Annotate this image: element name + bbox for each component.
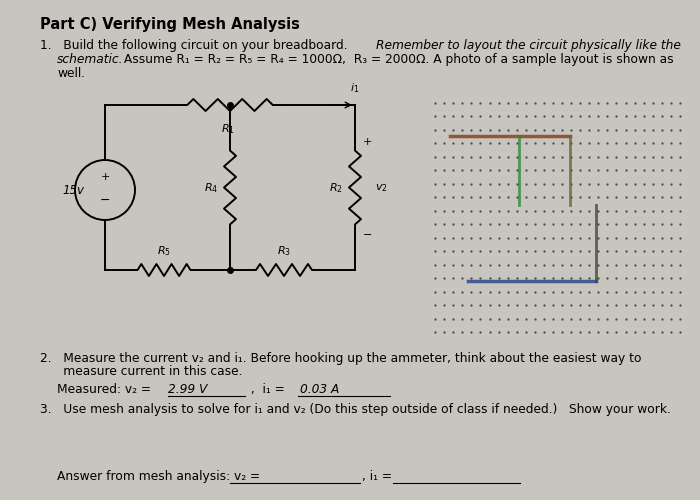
Text: ,  i₁ =: , i₁ =	[247, 383, 288, 396]
Text: $R_1$: $R_1$	[221, 122, 235, 136]
Text: schematic.: schematic.	[57, 53, 123, 66]
Text: well.: well.	[57, 67, 85, 80]
Text: $i_1$: $i_1$	[350, 81, 359, 95]
Text: $R_5$: $R_5$	[157, 244, 171, 258]
Text: 2.99 V: 2.99 V	[168, 383, 207, 396]
Text: +: +	[363, 137, 372, 147]
Text: 3.   Use mesh analysis to solve for i₁ and v₂ (Do this step outside of class if : 3. Use mesh analysis to solve for i₁ and…	[40, 403, 671, 416]
Text: Remember to layout the circuit physically like the: Remember to layout the circuit physicall…	[376, 39, 681, 52]
Text: −: −	[99, 194, 111, 206]
Text: 1.   Build the following circuit on your breadboard.: 1. Build the following circuit on your b…	[40, 39, 351, 52]
Text: $v_2$: $v_2$	[375, 182, 388, 194]
Text: −: −	[363, 230, 372, 240]
Text: 2.   Measure the current v₂ and i₁. Before hooking up the ammeter, think about t: 2. Measure the current v₂ and i₁. Before…	[40, 352, 641, 365]
Text: Measured: v₂ =: Measured: v₂ =	[57, 383, 155, 396]
Text: Answer from mesh analysis: v₂ =: Answer from mesh analysis: v₂ =	[57, 470, 264, 483]
Text: +: +	[100, 172, 110, 182]
Text: Assume R₁ = R₂ = R₅ = R₄ = 1000Ω,  R₃ = 2000Ω. A photo of a sample layout is sho: Assume R₁ = R₂ = R₅ = R₄ = 1000Ω, R₃ = 2…	[120, 53, 673, 66]
Text: 0.03 A: 0.03 A	[300, 383, 340, 396]
Text: 15v: 15v	[62, 184, 84, 196]
Text: Part C) Verifying Mesh Analysis: Part C) Verifying Mesh Analysis	[40, 17, 300, 32]
Text: measure current in this case.: measure current in this case.	[40, 365, 242, 378]
Text: $R_3$: $R_3$	[277, 244, 291, 258]
Text: $R_4$: $R_4$	[204, 181, 218, 195]
Text: , i₁ =: , i₁ =	[362, 470, 396, 483]
Text: $R_2$: $R_2$	[329, 181, 343, 195]
